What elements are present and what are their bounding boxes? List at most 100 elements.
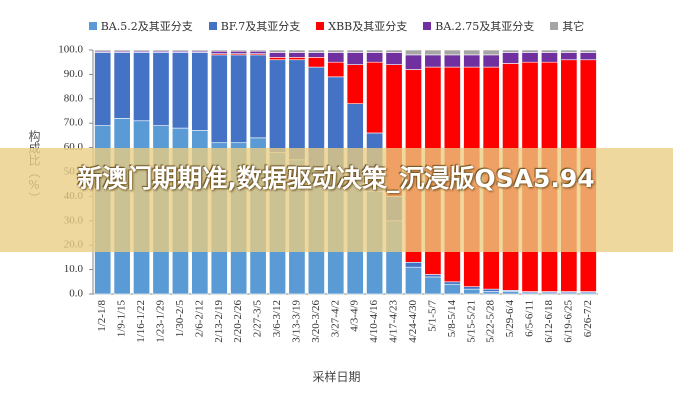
bar-segment — [502, 52, 520, 64]
x-tick-label: 2/27-3/5 — [252, 300, 264, 338]
bar-segment — [249, 50, 267, 54]
bar-segment — [152, 52, 170, 126]
bar-segment — [133, 52, 151, 122]
legend-label: BF.7及其亚分支 — [220, 20, 301, 33]
legend-swatch — [208, 22, 217, 30]
bar-segment — [307, 52, 325, 58]
bar-segment — [269, 59, 286, 153]
x-tick-label: 5/15-5/21 — [465, 300, 477, 343]
bar-segment — [94, 49, 112, 52]
bar-segment — [560, 52, 578, 61]
bar-segment — [560, 49, 578, 53]
banner-text: 新澳门期期准,数据驱动决策_沉浸版QSA5.94 — [77, 164, 595, 193]
bar-segment — [424, 54, 442, 68]
bar-segment — [482, 54, 500, 68]
bar-segment — [327, 61, 345, 78]
bar-segment — [579, 52, 597, 61]
x-tick-label: 4/3-4/9 — [349, 300, 361, 332]
bar-segment — [443, 49, 461, 56]
bar-segment — [269, 57, 286, 61]
bar-segment — [540, 49, 558, 53]
bar-segment — [463, 288, 481, 295]
bar-segment — [171, 49, 189, 52]
legend-swatch — [88, 22, 97, 30]
bar-segment — [152, 49, 170, 52]
bar-segment — [385, 52, 403, 65]
bar-segment — [521, 52, 539, 63]
bar-segment — [307, 49, 325, 53]
y-tick-label: 100.0 — [58, 44, 83, 56]
x-tick-label: 6/19-6/25 — [562, 300, 574, 343]
bar-segment — [521, 49, 539, 53]
bar-segment — [230, 50, 248, 54]
bar-segment — [424, 49, 442, 56]
x-tick-label: 3/6-3/12 — [271, 300, 283, 337]
bar-segment — [443, 283, 461, 295]
x-tick-label: 1/30-2/5 — [174, 300, 186, 338]
bar-segment — [210, 50, 228, 54]
x-axis-label: 采样日期 — [312, 370, 361, 384]
bar-segment — [288, 57, 306, 61]
y-tick-label: 0.0 — [69, 288, 83, 300]
bar-segment — [210, 49, 228, 52]
bar-segment — [230, 54, 248, 144]
y-tick-label: 70.0 — [64, 117, 84, 129]
legend-item: BF.7及其亚分支 — [208, 18, 301, 34]
y-tick-label: 90.0 — [64, 68, 84, 80]
bar-segment — [482, 291, 500, 295]
x-tick-label: 4/17-4/23 — [388, 300, 400, 343]
bar-segment — [502, 291, 520, 295]
x-tick-label: 5/29-6/4 — [504, 300, 516, 338]
bar-segment — [249, 54, 267, 139]
bar-segment — [191, 49, 209, 52]
bar-segment — [366, 61, 384, 134]
x-tick-label: 6/12-6/18 — [543, 300, 555, 343]
legend-label: XBB及其亚分支 — [328, 20, 408, 33]
bar-segment — [327, 52, 345, 63]
bar-segment — [463, 54, 481, 68]
bar-segment — [191, 52, 209, 131]
x-tick-label: 6/26-7/2 — [582, 300, 594, 337]
bar-segment — [463, 49, 481, 56]
x-tick-label: 2/20-2/26 — [232, 300, 244, 343]
bar-segment — [133, 49, 151, 52]
x-tick-label: 1/23-1/29 — [155, 300, 167, 343]
bar-segment — [424, 274, 442, 278]
legend-item: 其它 — [550, 18, 584, 34]
x-tick-label: 1/9-1/15 — [116, 300, 128, 338]
bar-segment — [540, 52, 558, 63]
bar-segment — [94, 52, 112, 126]
x-tick-label: 5/22-5/28 — [485, 300, 497, 343]
bar-segment — [288, 52, 306, 58]
bar-segment — [346, 64, 364, 104]
legend-label: 其它 — [562, 20, 585, 33]
legend-item: XBB及其亚分支 — [316, 18, 407, 34]
x-tick-label: 3/13-3/19 — [290, 300, 302, 343]
bar-segment — [405, 49, 422, 56]
bar-segment — [210, 54, 228, 144]
bar-segment — [346, 52, 364, 65]
bar-segment — [366, 49, 384, 53]
x-tick-label: 6/5-6/11 — [524, 300, 536, 337]
bar-segment — [288, 59, 306, 161]
bar-segment — [171, 52, 189, 129]
x-tick-label: 2/13-2/19 — [213, 300, 225, 343]
legend-swatch — [423, 22, 432, 30]
bar-segment — [327, 49, 345, 53]
legend-swatch — [316, 22, 325, 30]
bar-segment — [307, 57, 325, 68]
y-tick-label: 80.0 — [64, 92, 84, 104]
bar-segment — [113, 52, 131, 119]
legend-item: BA.2.75及其亚分支 — [423, 18, 534, 34]
legend-swatch — [550, 22, 559, 30]
bar-segment — [482, 288, 500, 292]
legend-label: BA.2.75及其亚分支 — [435, 20, 535, 33]
x-tick-label: 3/27-4/2 — [329, 300, 341, 337]
bar-segment — [269, 49, 286, 53]
bar-segment — [366, 52, 384, 63]
bar-segment — [502, 49, 520, 53]
bar-segment — [346, 49, 364, 53]
x-tick-label: 1/2-1/8 — [96, 300, 108, 332]
x-tick-label: 4/24-4/30 — [407, 300, 419, 343]
